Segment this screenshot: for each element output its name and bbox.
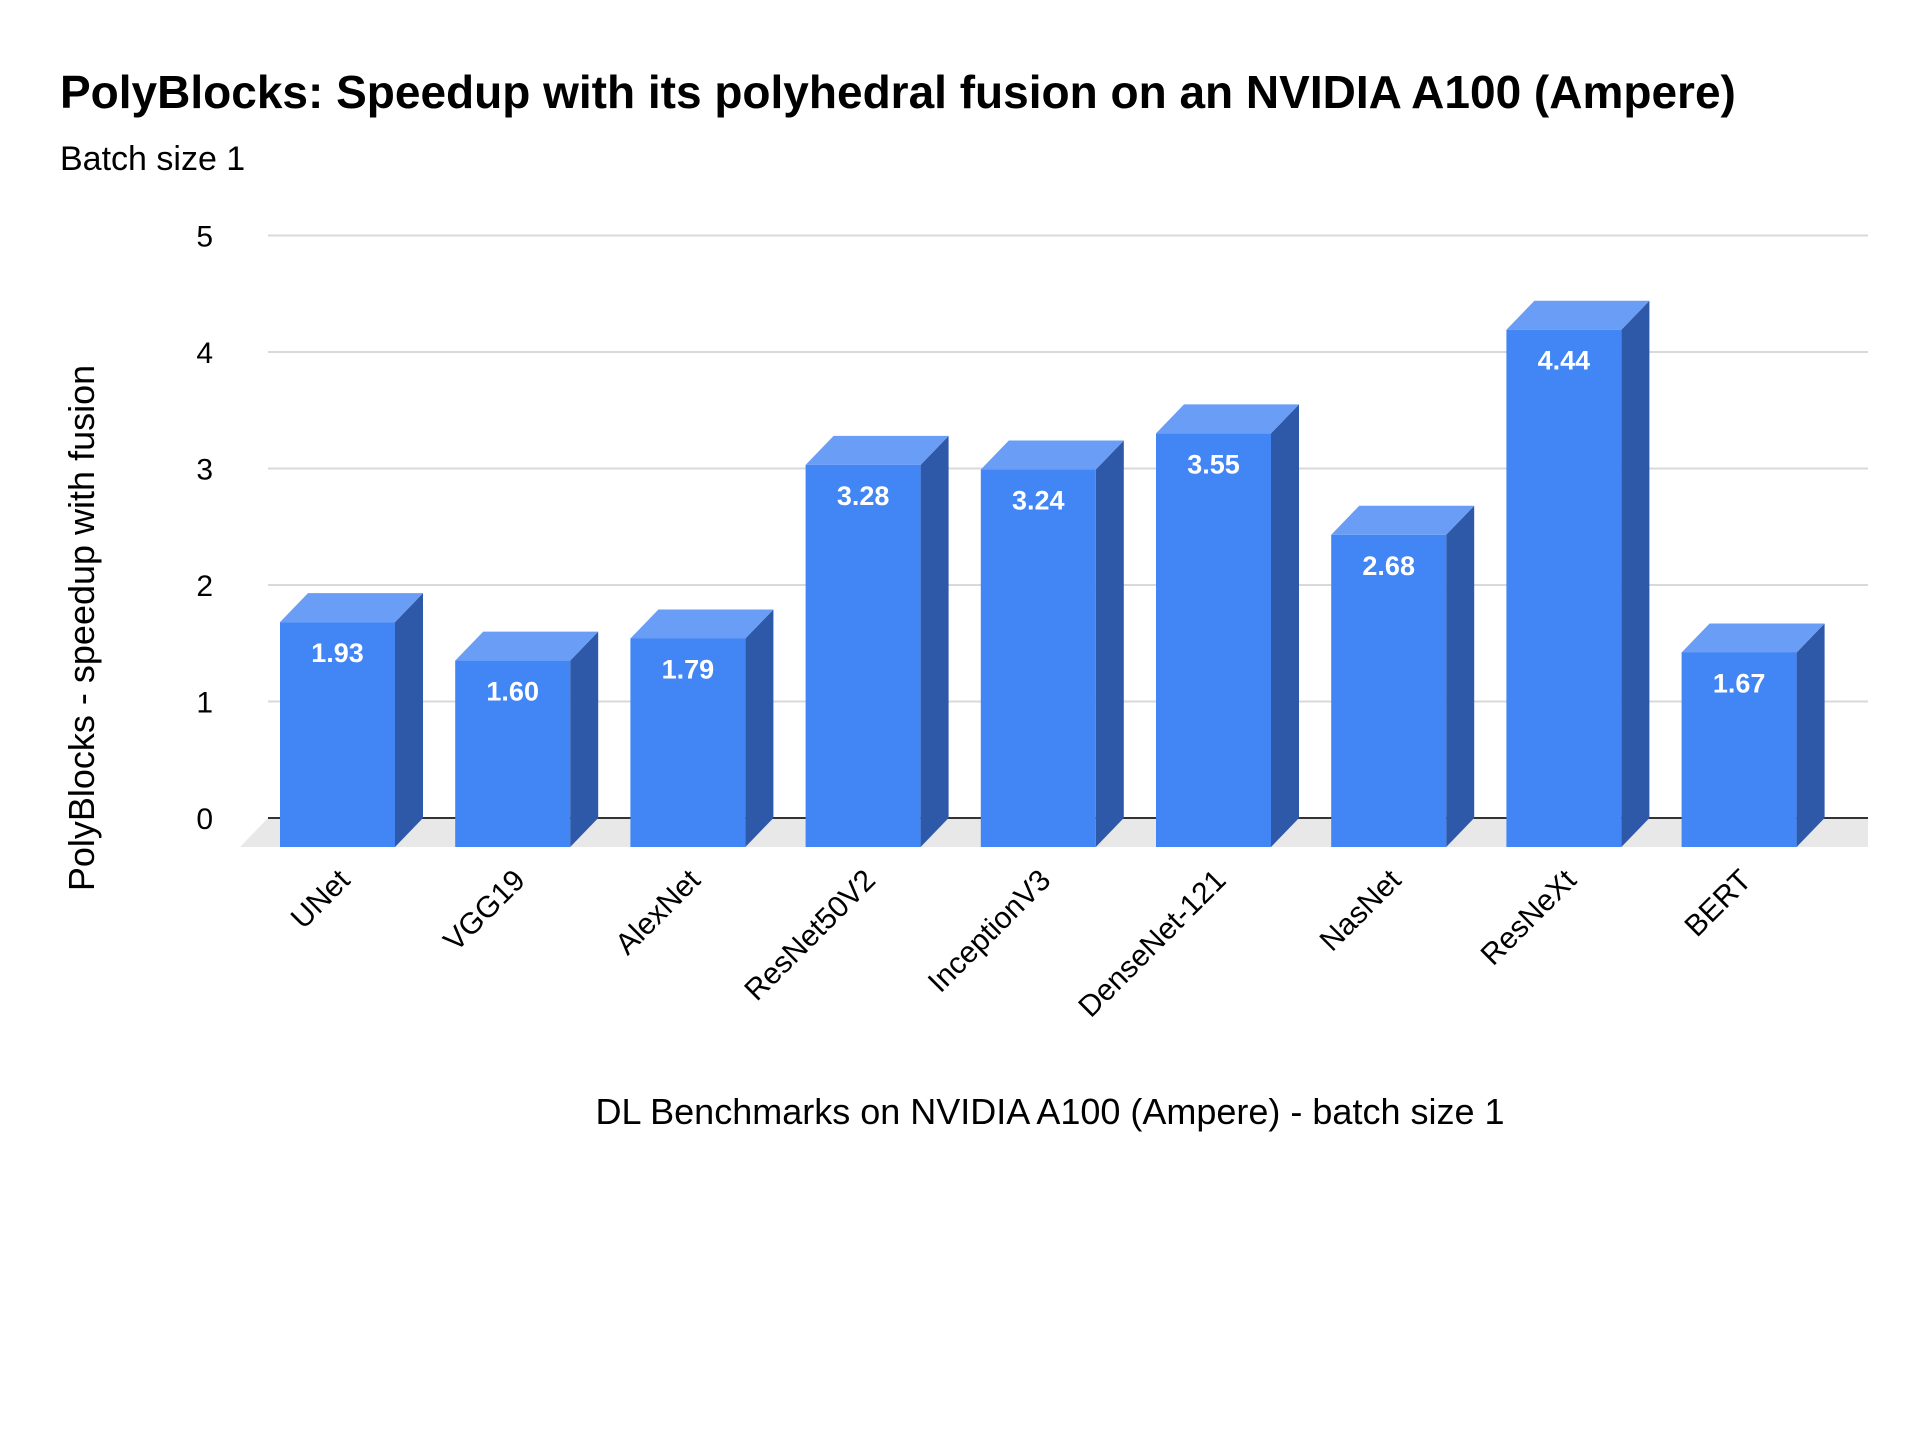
- bar-side-face: [1271, 404, 1299, 847]
- bar-top-face: [1331, 505, 1475, 535]
- bar-data-label: 2.68: [1362, 551, 1415, 581]
- x-category-label: ResNet50V2: [738, 864, 882, 1008]
- bar: 4.44: [1506, 300, 1650, 847]
- bar-side-face: [1095, 440, 1124, 847]
- bar-data-label: 3.24: [1012, 486, 1065, 516]
- plot-area: 0 1 2 3 4 5 1.93 UNet 1.60 VGG19 1.79 AlexNet 3.28 Re…: [196, 221, 1868, 1024]
- bar: 3.28: [805, 435, 949, 847]
- bar-top-face: [280, 593, 423, 623]
- bar-side-face: [920, 435, 949, 847]
- y-tick-label: 0: [196, 803, 213, 836]
- bar-top-face: [630, 609, 774, 639]
- bar-side-face: [395, 593, 423, 847]
- bar-front-face: [1681, 652, 1797, 847]
- bar-side-face: [1796, 623, 1825, 847]
- bar: 1.79: [630, 609, 774, 847]
- bar-data-label: 1.79: [662, 654, 715, 684]
- y-tick-label: 3: [196, 454, 213, 487]
- bar-front-face: [1331, 534, 1447, 847]
- bar-front-face: [455, 660, 571, 847]
- bar-front-face: [980, 469, 1096, 847]
- bar-front-face: [1506, 329, 1622, 847]
- bar-data-label: 3.28: [837, 481, 890, 511]
- bar: 3.55: [1156, 404, 1299, 847]
- bar: 1.67: [1681, 623, 1825, 847]
- x-category-label: VGG19: [438, 864, 532, 958]
- bar: 1.93: [280, 593, 423, 847]
- y-tick-label: 5: [196, 221, 213, 254]
- x-category-label: ResNeXt: [1475, 863, 1584, 972]
- x-category-label: UNet: [285, 863, 357, 935]
- bar-data-label: 4.44: [1538, 346, 1591, 376]
- bar-top-face: [1156, 404, 1299, 434]
- chart-title: PolyBlocks: Speedup with its polyhedral …: [60, 66, 1736, 118]
- bar-top-face: [1681, 623, 1825, 653]
- chart-subtitle: Batch size 1: [60, 140, 245, 178]
- bar: 1.60: [455, 631, 599, 847]
- bar-top-face: [805, 435, 949, 465]
- x-category-label: NasNet: [1314, 863, 1409, 958]
- x-axis-title: DL Benchmarks on NVIDIA A100 (Ampere) - …: [595, 1091, 1504, 1132]
- y-tick-label: 1: [196, 687, 213, 720]
- bar-top-face: [980, 440, 1124, 470]
- x-category-label: InceptionV3: [922, 864, 1057, 999]
- bar: 2.68: [1331, 505, 1475, 847]
- y-tick-label: 2: [196, 570, 213, 603]
- y-tick-label: 4: [196, 337, 213, 370]
- x-category-label: BERT: [1679, 864, 1759, 944]
- bar-top-face: [1506, 300, 1650, 330]
- bar-data-label: 1.60: [486, 677, 539, 707]
- x-category-label: DenseNet-121: [1072, 864, 1232, 1024]
- bar-side-face: [570, 631, 599, 847]
- bar-side-face: [1446, 505, 1475, 847]
- bar-front-face: [280, 622, 395, 847]
- bar-data-label: 1.67: [1713, 668, 1766, 698]
- y-axis-title: PolyBlocks - speedup with fusion: [61, 365, 102, 891]
- bar-data-label: 3.55: [1187, 449, 1240, 479]
- bar: 3.24: [980, 440, 1124, 847]
- bar-side-face: [745, 609, 774, 847]
- bar-front-face: [805, 464, 921, 847]
- bar-data-label: 1.93: [311, 638, 364, 668]
- bar-front-face: [630, 638, 746, 847]
- bar-side-face: [1621, 300, 1650, 847]
- x-category-label: AlexNet: [609, 863, 707, 961]
- bar-top-face: [455, 631, 599, 661]
- bar-front-face: [1156, 433, 1271, 847]
